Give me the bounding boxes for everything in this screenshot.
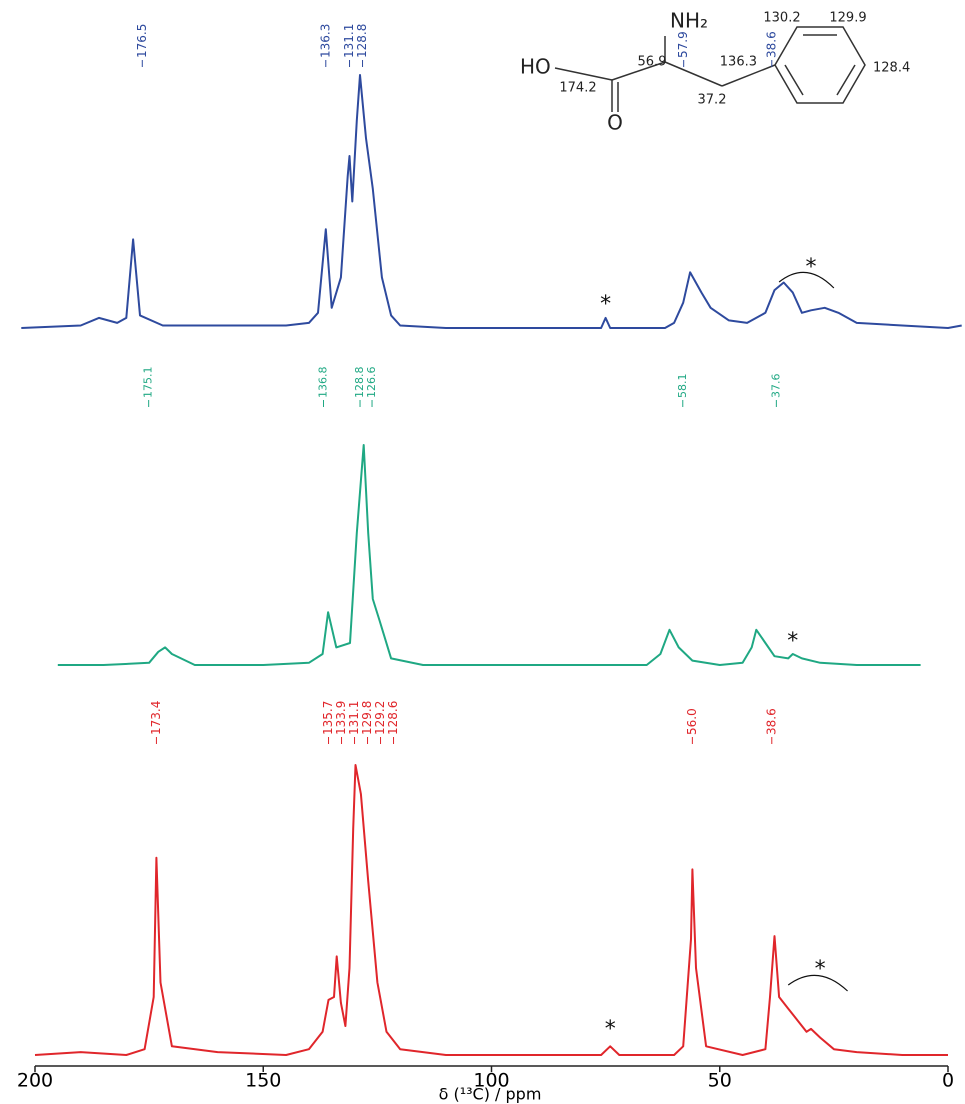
- x-tick-label: 200: [17, 1070, 53, 1092]
- structure-label: 136.3: [720, 55, 757, 70]
- asterisk-arc: [787, 974, 848, 992]
- peak-label: 129.8: [360, 701, 374, 735]
- x-axis-label: δ (¹³C) / ppm: [439, 1085, 542, 1104]
- peak-label: 128.8: [355, 24, 369, 58]
- spectrum-line: [57, 444, 921, 666]
- asterisk: *: [787, 629, 798, 654]
- peak-label: 38.6: [764, 708, 778, 735]
- peak-label: 56.0: [685, 708, 699, 735]
- peak-label: 129.2: [373, 701, 387, 735]
- structure-label: 37.2: [698, 93, 727, 108]
- peak-label: 133.9: [334, 701, 348, 735]
- peak-label: 37.6: [769, 374, 782, 399]
- peak-label: 57.9: [676, 31, 690, 58]
- structure-bonds: [554, 26, 866, 112]
- peak-label: 38.6: [764, 31, 778, 58]
- structure-label: 128.4: [873, 61, 910, 76]
- peak-label: 175.1: [142, 367, 155, 399]
- asterisk: *: [815, 957, 826, 982]
- spectrum-line: [21, 74, 962, 329]
- structure-label: HO: [520, 55, 551, 79]
- asterisk-arc: [778, 271, 835, 289]
- structure-label: NH₂: [670, 9, 708, 33]
- x-tick-label: 150: [245, 1070, 281, 1092]
- peak-label: 58.1: [676, 374, 689, 399]
- peak-label: 131.1: [342, 24, 356, 58]
- peak-label: 131.1: [347, 701, 361, 735]
- peak-label: 126.6: [365, 367, 378, 399]
- peak-label: 173.4: [149, 701, 163, 735]
- peak-label: 176.5: [135, 24, 149, 58]
- structure-label: 174.2: [559, 81, 596, 96]
- peak-label: 136.3: [318, 24, 332, 58]
- structure-label: 56.9: [638, 55, 667, 70]
- asterisk: *: [806, 255, 817, 280]
- peak-label: 128.6: [386, 701, 400, 735]
- peak-label: 135.7: [321, 701, 335, 735]
- structure-label: 129.9: [829, 11, 866, 26]
- asterisk: *: [600, 292, 611, 317]
- x-tick-label: 100: [473, 1070, 509, 1092]
- peak-label: 136.8: [317, 367, 330, 399]
- asterisk: *: [605, 1017, 616, 1042]
- x-tick-label: 50: [708, 1070, 732, 1092]
- peak-label: 128.8: [353, 367, 366, 399]
- structure-label: 130.2: [763, 11, 800, 26]
- structure-label: O: [607, 111, 623, 135]
- spectrum-line: [34, 764, 948, 1056]
- x-tick-label: 0: [942, 1070, 954, 1092]
